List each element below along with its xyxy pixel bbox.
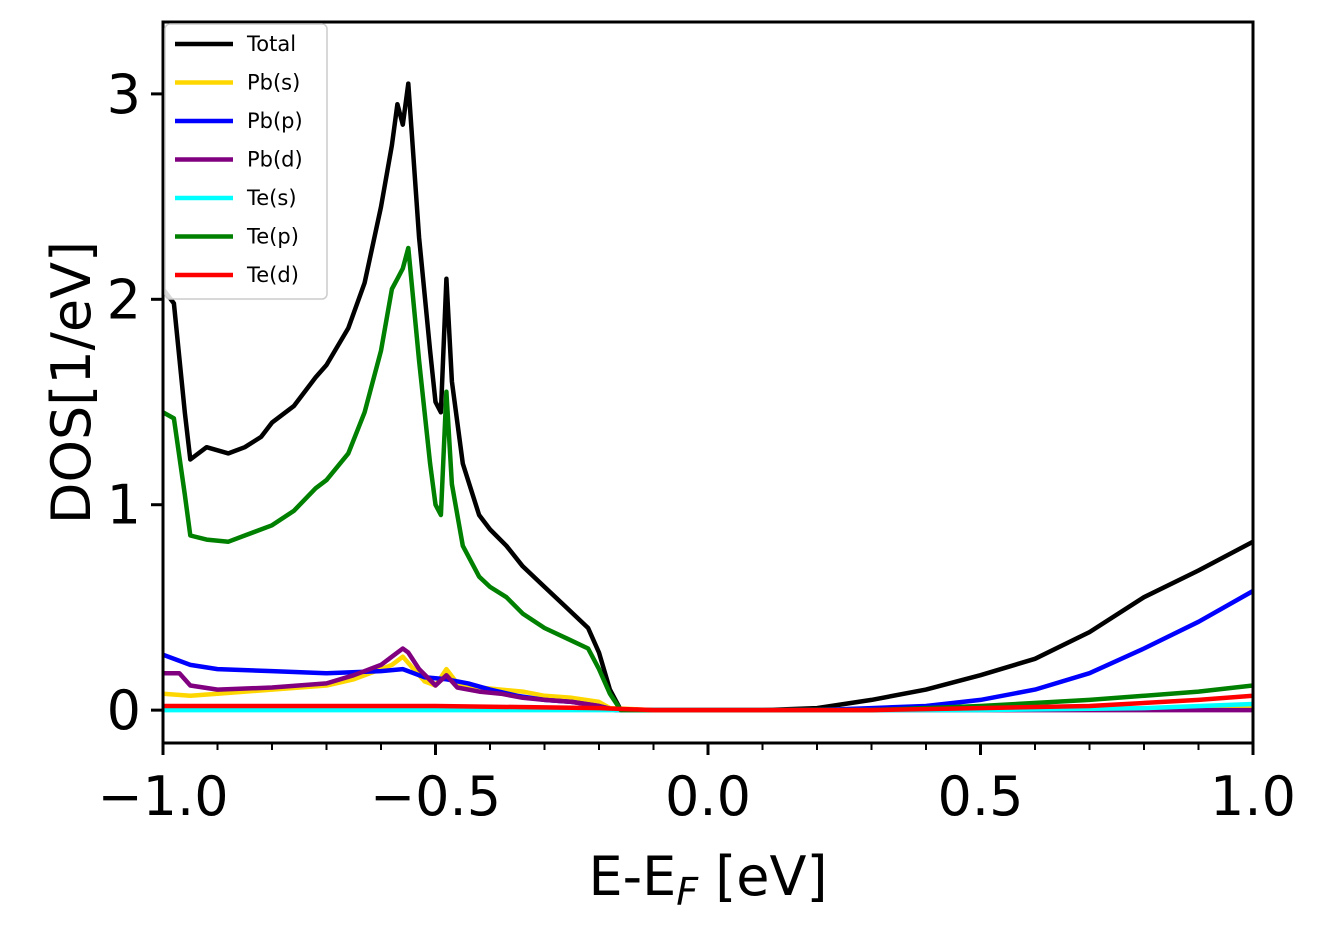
y-axis-label: DOS[1/eV] [40, 241, 103, 524]
series-line-total [163, 81, 1253, 713]
series-layer [163, 81, 1253, 713]
x-tick-label: 1.0 [1210, 765, 1296, 828]
x-tick-label: 0.5 [938, 765, 1024, 828]
legend-label: Pb(d) [247, 148, 303, 172]
y-tick-label: 0 [107, 679, 141, 742]
series-line-te-p [163, 245, 1253, 713]
x-axis-label-main: E-E [588, 845, 676, 908]
y-tick-label: 3 [107, 63, 141, 126]
legend-label: Te(s) [246, 186, 297, 210]
legend-entries: Total Pb(s) Pb(p) Pb(d) Te(s) Te(p) Te(d) [175, 32, 303, 287]
series-line-pb-p [163, 588, 1253, 713]
x-tick-label: −0.5 [370, 765, 501, 828]
series-line-pb-d [163, 646, 1253, 713]
legend-label: Pb(s) [247, 71, 300, 95]
x-axis-label: E-EF [eV] [588, 845, 827, 914]
x-axis-label-unit: [eV] [698, 845, 827, 908]
x-axis-label-subscript: F [676, 870, 699, 914]
legend-box [164, 23, 328, 300]
legend-label: Total [246, 32, 296, 56]
x-tick-label: −1.0 [97, 765, 228, 828]
x-axis-ticks: −1.0 −0.5 0.0 0.5 1.0 [97, 743, 1296, 828]
legend-label: Pb(p) [247, 109, 303, 133]
series-line-te-d [163, 693, 1253, 713]
y-tick-label: 1 [107, 474, 141, 537]
y-axis-ticks: 0 1 2 3 [107, 63, 163, 742]
y-tick-label: 2 [107, 268, 141, 331]
legend: Total Pb(s) Pb(p) Pb(d) Te(s) Te(p) Te(d) [164, 23, 328, 300]
legend-label: Te(d) [246, 263, 299, 287]
legend-label: Te(p) [246, 225, 299, 249]
x-tick-label: 0.0 [665, 765, 751, 828]
